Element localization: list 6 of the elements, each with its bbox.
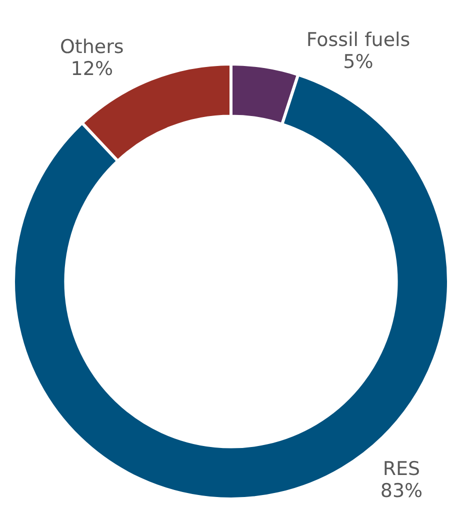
data-label: 5% — [343, 50, 374, 73]
data-label: 12% — [70, 58, 114, 80]
slice-label: Others — [60, 36, 124, 58]
slice-label: Fossil fuels — [306, 28, 410, 51]
slice-label: RES — [382, 458, 420, 480]
data-label: 83% — [380, 480, 423, 502]
